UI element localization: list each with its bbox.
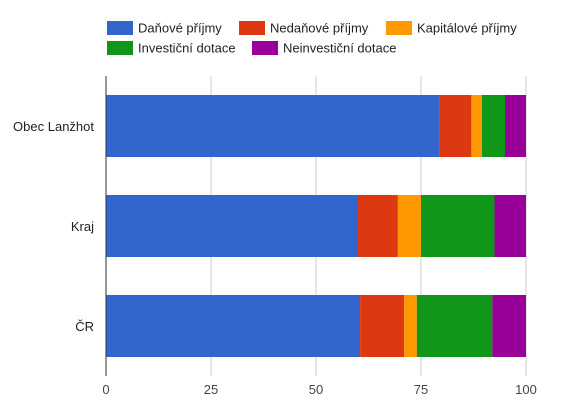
category-label: Kraj [71, 219, 94, 234]
legend-swatch [386, 21, 412, 35]
bar-segment[interactable] [404, 295, 417, 357]
bar-segment[interactable] [106, 195, 358, 257]
bar-segment[interactable] [494, 195, 527, 257]
x-tick-label: 0 [102, 382, 109, 397]
bar-segment[interactable] [471, 95, 482, 157]
legend-label: Kapitálové příjmy [417, 21, 517, 36]
legend-swatch [107, 41, 133, 55]
bar-segment[interactable] [358, 195, 398, 257]
bar-segment[interactable] [397, 195, 421, 257]
legend-label: Daňové příjmy [138, 21, 222, 36]
bar-segment[interactable] [416, 295, 493, 357]
category-label: ČR [75, 319, 94, 334]
bar-segment[interactable] [439, 95, 472, 157]
bar-segment[interactable] [360, 295, 405, 357]
category-label: Obec Lanžhot [13, 119, 94, 134]
x-tick-label: 75 [414, 382, 428, 397]
bar-segment[interactable] [505, 95, 526, 157]
bar-segment[interactable] [106, 95, 440, 157]
bar-segment[interactable] [492, 295, 526, 357]
legend-label: Nedaňové příjmy [270, 21, 369, 36]
bar-segment[interactable] [481, 95, 505, 157]
bar-segment[interactable] [421, 195, 495, 257]
legend-swatch [252, 41, 278, 55]
legend-swatch [107, 21, 133, 35]
legend: Daňové příjmy Nedaňové příjmy Kapitálové p… [107, 21, 517, 56]
bars [106, 95, 526, 357]
legend-label: Investiční dotace [138, 41, 236, 56]
bar-segment[interactable] [106, 295, 361, 357]
x-tick-label: 25 [204, 382, 218, 397]
axes: 0 25 50 75 100 Obec Lanžhot Kraj ČR [13, 76, 537, 397]
x-tick-label: 50 [309, 382, 323, 397]
legend-label: Neinvestiční dotace [283, 41, 396, 56]
legend-swatch [239, 21, 265, 35]
x-tick-label: 100 [515, 382, 537, 397]
